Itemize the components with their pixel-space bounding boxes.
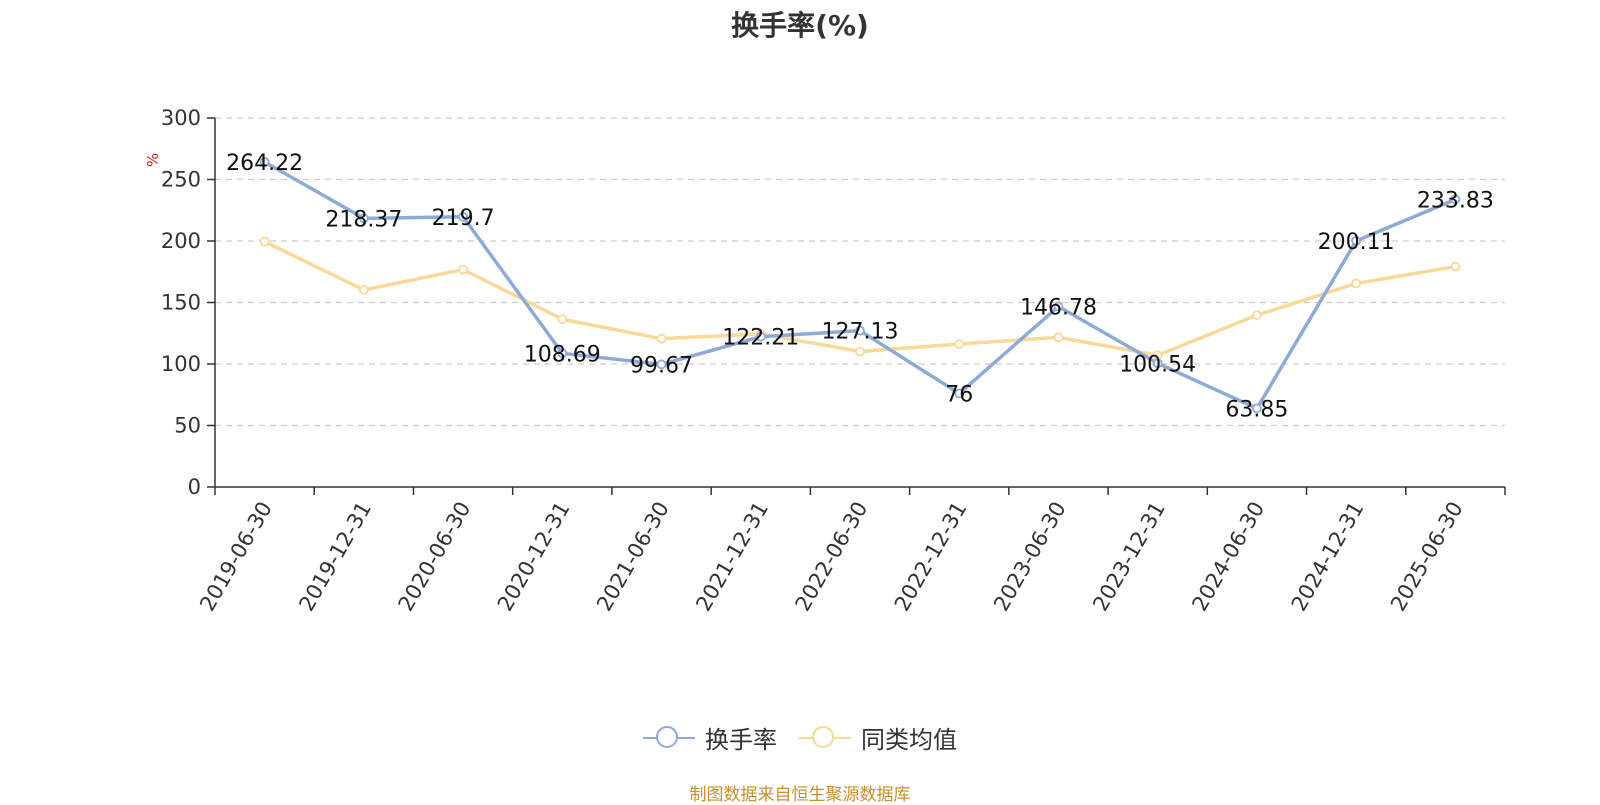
data-point xyxy=(1450,261,1461,272)
y-tick-label: 0 xyxy=(188,475,201,499)
data-label: 99.67 xyxy=(630,353,693,378)
legend-marker-peer-average-icon xyxy=(799,725,851,750)
y-tick-label: 250 xyxy=(161,168,201,192)
data-point xyxy=(358,213,369,224)
x-tick-label: 2023-06-30 xyxy=(989,498,1071,616)
data-label: 264.22 xyxy=(226,151,303,176)
data-point xyxy=(954,388,965,399)
data-point xyxy=(656,359,667,370)
data-point xyxy=(855,346,865,357)
data-source-note: 制图数据来自恒生聚源数据库 xyxy=(689,785,911,805)
chart-title: 换手率(%) xyxy=(731,9,869,42)
y-axis-unit-label: % xyxy=(144,153,162,167)
data-label: 146.78 xyxy=(1020,295,1097,320)
x-tick-label: 2023-12-31 xyxy=(1088,498,1170,616)
x-tick-label: 2019-12-31 xyxy=(294,498,376,616)
legend-label-peer-average: 同类均值 xyxy=(861,726,957,754)
data-point xyxy=(954,339,965,349)
legend-label-turnover: 换手率 xyxy=(705,726,777,754)
data-point xyxy=(557,348,568,359)
data-point xyxy=(1450,194,1461,205)
x-tick-label: 2021-06-30 xyxy=(592,498,674,616)
data-point xyxy=(557,314,568,325)
data-point xyxy=(1053,301,1064,312)
data-label: 108.69 xyxy=(524,342,601,367)
x-tick-label: 2019-06-30 xyxy=(195,498,277,616)
data-point xyxy=(358,285,369,295)
x-tick-label: 2020-12-31 xyxy=(493,498,575,616)
data-point xyxy=(755,331,766,342)
data-point xyxy=(259,236,270,247)
data-point xyxy=(1152,358,1163,369)
y-tick-label: 50 xyxy=(174,414,201,438)
x-tick-label: 2024-12-31 xyxy=(1287,498,1369,616)
x-tick-label: 2024-06-30 xyxy=(1187,498,1269,616)
data-point xyxy=(1252,310,1262,321)
x-tick-label: 2022-06-30 xyxy=(791,498,873,616)
x-tick-label: 2025-06-30 xyxy=(1386,498,1468,616)
y-tick-label: 150 xyxy=(161,291,201,315)
data-label: 218.37 xyxy=(325,207,402,232)
data-point xyxy=(1351,278,1362,289)
data-label: 63.85 xyxy=(1225,397,1288,422)
data-point xyxy=(855,325,865,336)
y-tick-label: 100 xyxy=(161,352,201,376)
data-point xyxy=(656,333,667,344)
data-point xyxy=(1252,403,1262,414)
data-point xyxy=(1053,332,1064,343)
data-point xyxy=(458,264,468,275)
data-label: 233.83 xyxy=(1417,188,1494,213)
data-point xyxy=(458,211,468,222)
x-tick-label: 2021-12-31 xyxy=(691,498,773,616)
data-label: 122.21 xyxy=(722,326,799,351)
legend-item-peer-average[interactable]: 同类均值 xyxy=(799,720,957,755)
data-label: 219.7 xyxy=(432,206,495,231)
data-label: 200.11 xyxy=(1318,230,1395,255)
data-point xyxy=(259,157,270,167)
legend-marker-turnover-icon xyxy=(643,725,695,750)
chart-legend: 换手率 同类均值 xyxy=(0,720,1600,755)
x-tick-label: 2022-12-31 xyxy=(890,498,972,616)
legend-item-turnover[interactable]: 换手率 xyxy=(643,720,777,755)
data-label: 127.13 xyxy=(822,320,899,345)
y-tick-label: 200 xyxy=(161,229,201,253)
data-label: 100.54 xyxy=(1119,352,1196,377)
x-tick-label: 2020-06-30 xyxy=(394,498,476,616)
series-line xyxy=(263,160,1457,411)
y-tick-label: 300 xyxy=(161,106,201,130)
data-label: 76 xyxy=(945,383,973,408)
data-point xyxy=(1351,235,1362,246)
